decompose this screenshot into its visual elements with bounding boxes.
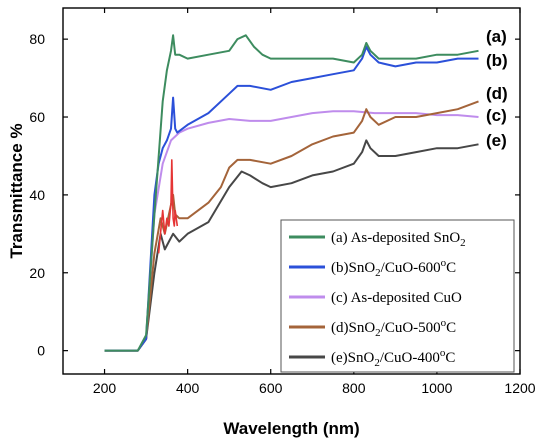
x-tick-label: 1000 xyxy=(421,380,452,396)
y-tick-label: 20 xyxy=(29,265,45,281)
series-tag-2: (b) xyxy=(486,51,508,70)
axis-ticks: 200 400 600 800 1000 1200 0 20 40 60 80 xyxy=(29,8,536,396)
plot-border xyxy=(62,7,521,375)
legend-label: (a) As-deposited SnO2 xyxy=(331,230,466,249)
x-tick-label: 200 xyxy=(93,380,117,396)
legend-label: (b)SnO2/CuO-600oC xyxy=(331,257,456,279)
legend-label: (e)SnO2/CuO-400oC xyxy=(331,347,455,369)
x-tick-label: 800 xyxy=(342,380,366,396)
legend: (a) As-deposited SnO2 (b)SnO2/CuO-600oC (c… xyxy=(280,219,515,373)
y-tick-label: 60 xyxy=(29,109,45,125)
series-tag-1: (a) xyxy=(486,27,507,46)
legend-label: (c) As-deposited CuO xyxy=(331,290,462,306)
series-tag-3: (c) xyxy=(486,106,507,125)
series-lines xyxy=(104,34,479,352)
series-line-1 xyxy=(104,34,479,352)
x-tick-label: 600 xyxy=(259,380,283,396)
x-tick-label: 1200 xyxy=(504,380,535,396)
series-line-2 xyxy=(104,45,479,352)
series-tag-4: (d) xyxy=(486,84,508,103)
spike-line xyxy=(157,159,179,254)
y-tick-label: 40 xyxy=(29,187,45,203)
plot-frame xyxy=(62,7,521,375)
x-tick-label: 400 xyxy=(176,380,200,396)
series-tag-5: (e) xyxy=(486,131,507,150)
y-axis-title: Transmittance % xyxy=(7,123,26,258)
series-line-5 xyxy=(104,139,479,352)
series-line-3 xyxy=(104,110,479,352)
legend-label: (d)SnO2/CuO-500oC xyxy=(331,317,456,339)
series-tags: (a) (b) (c) (d) (e) xyxy=(486,27,508,150)
x-axis-title: Wavelength (nm) xyxy=(223,419,359,438)
y-tick-label: 0 xyxy=(37,343,45,359)
y-tick-label: 80 xyxy=(29,31,45,47)
